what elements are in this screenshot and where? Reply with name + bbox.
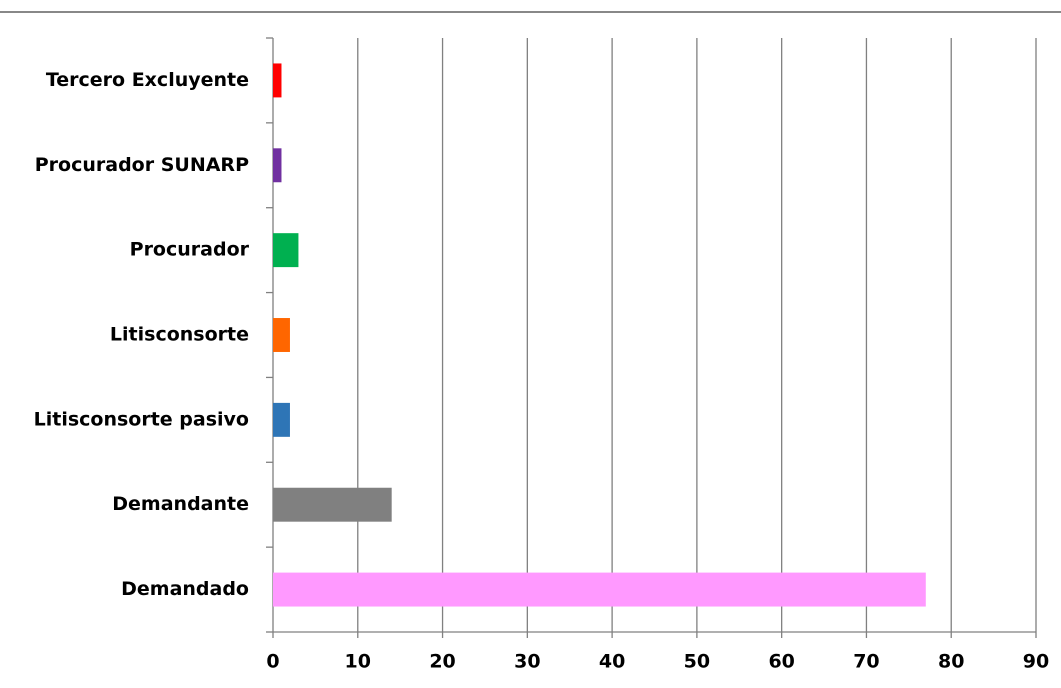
bar [273, 402, 290, 437]
x-tick-label: 10 [345, 651, 371, 673]
y-tick-label: Procurador [130, 239, 250, 261]
x-tick-label: 50 [684, 651, 710, 673]
y-tick-label: Tercero Excluyente [46, 69, 249, 91]
y-tick-label: Demandante [112, 493, 249, 515]
y-tick-label: Litisconsorte [110, 324, 249, 346]
x-tick-label: 90 [1023, 651, 1049, 673]
y-tick-label: Demandado [121, 578, 249, 600]
x-tick-label: 70 [853, 651, 879, 673]
x-tick-label: 80 [938, 651, 964, 673]
y-tick-label: Procurador SUNARP [35, 154, 249, 176]
bar [273, 318, 290, 352]
x-tick-label: 30 [514, 651, 540, 673]
x-tick-label: 40 [599, 651, 625, 673]
bar [273, 63, 282, 98]
bar [273, 572, 926, 607]
y-tick-label: Litisconsorte pasivo [34, 408, 249, 430]
bar [273, 233, 299, 268]
bar [273, 148, 282, 183]
x-tick-label: 0 [266, 651, 279, 673]
bar [273, 487, 392, 522]
x-tick-label: 60 [768, 651, 794, 673]
x-tick-label: 20 [429, 651, 455, 673]
